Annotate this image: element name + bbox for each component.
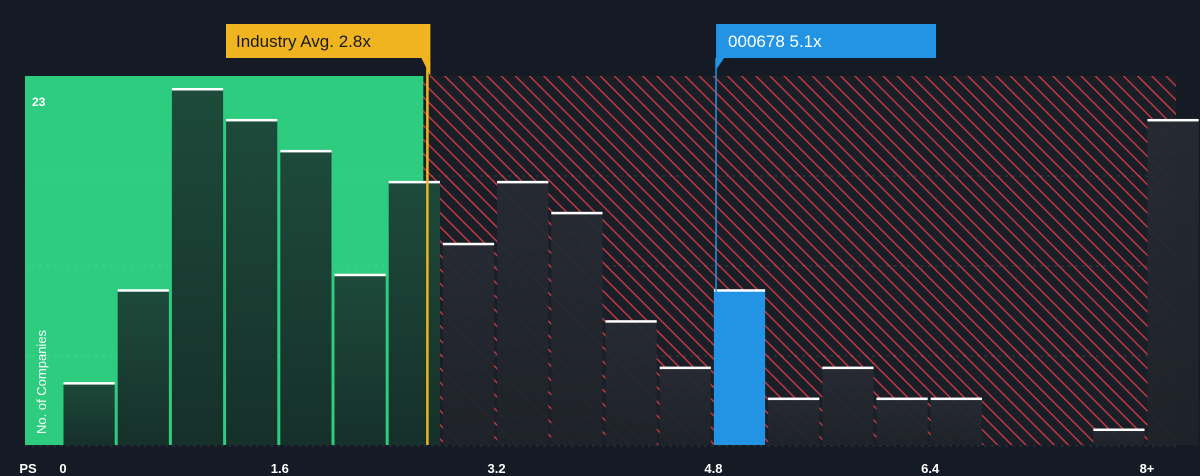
bar-top xyxy=(1147,118,1199,122)
x-tick-label: 4.8 xyxy=(704,461,722,476)
x-tick-label: 1.6 xyxy=(271,461,289,476)
bar xyxy=(497,181,549,445)
bar-top xyxy=(822,366,874,370)
bar-top xyxy=(930,397,982,401)
bar-top xyxy=(768,397,820,401)
bar xyxy=(822,367,874,445)
company-label: 000678 5.1x xyxy=(728,32,822,51)
bar-top xyxy=(551,211,603,215)
y-axis-label: No. of Companies xyxy=(34,329,49,434)
x-tick-label: 8+ xyxy=(1140,461,1155,476)
bar-top xyxy=(442,242,495,246)
reference-lines xyxy=(426,58,717,445)
bar-top xyxy=(713,289,766,292)
callouts: Industry Avg. 2.8x 000678 5.1x xyxy=(226,24,936,76)
bars xyxy=(63,88,1199,446)
bar-top xyxy=(876,397,928,401)
bar xyxy=(1093,429,1145,445)
company-callout: 000678 5.1x xyxy=(716,24,936,70)
x-tick-label: 3.2 xyxy=(488,461,506,476)
bar-top xyxy=(280,149,332,153)
bar-top xyxy=(388,180,440,184)
bar xyxy=(551,212,603,445)
bar xyxy=(334,274,386,445)
bar xyxy=(442,243,495,445)
bar xyxy=(876,398,928,445)
bar xyxy=(388,181,440,445)
bar xyxy=(768,398,820,445)
bar-top xyxy=(1093,428,1145,432)
bar xyxy=(117,290,169,445)
industry-avg-callout: Industry Avg. 2.8x xyxy=(226,24,431,76)
bar-top xyxy=(117,289,169,292)
bar xyxy=(226,119,278,446)
bar xyxy=(930,398,982,445)
bar-top xyxy=(605,320,657,323)
bar-top xyxy=(334,273,386,277)
bar xyxy=(171,89,224,445)
bar-top xyxy=(171,88,224,91)
bar xyxy=(280,150,332,446)
bar-top xyxy=(659,366,711,370)
x-tick-label: 6.4 xyxy=(921,461,940,476)
overvalued-zone xyxy=(423,76,1176,445)
bar-top xyxy=(226,118,278,122)
bar-top xyxy=(63,382,115,385)
y-max-label: 23 xyxy=(32,95,46,109)
x-tick-label: 0 xyxy=(59,461,66,476)
x-ticks: 0 1.6 3.2 4.8 6.4 8+ xyxy=(59,461,1154,476)
industry-avg-label: Industry Avg. 2.8x xyxy=(236,32,371,51)
bar-top xyxy=(497,180,549,184)
bar xyxy=(605,321,657,445)
bar xyxy=(659,367,711,445)
bar xyxy=(63,383,115,445)
x-axis-label: PS xyxy=(19,461,37,476)
bar-highlight xyxy=(713,290,766,445)
bar xyxy=(1147,119,1199,446)
